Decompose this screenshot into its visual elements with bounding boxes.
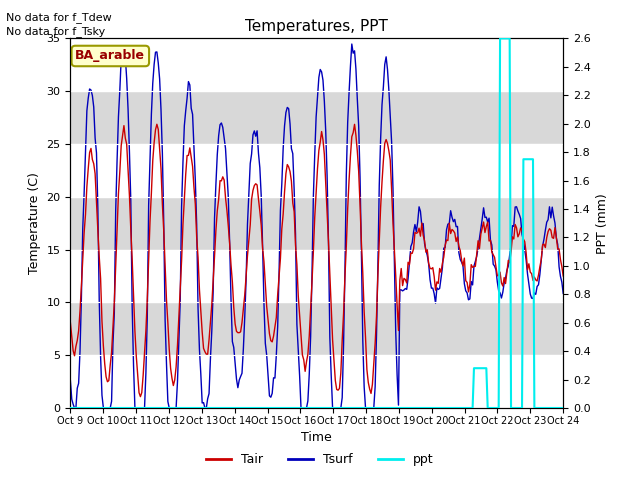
ppt — [559, 405, 567, 411]
Tsurf — [67, 378, 74, 384]
Tair — [153, 121, 161, 127]
Tair — [241, 292, 248, 298]
Tsurf — [348, 41, 356, 47]
Tsurf — [534, 282, 542, 288]
Tsurf — [231, 360, 239, 366]
Tsurf — [239, 346, 247, 352]
ppt — [230, 405, 237, 411]
Tair — [534, 272, 542, 278]
Tsurf — [129, 304, 136, 310]
Tair — [216, 178, 224, 183]
Line: Tair: Tair — [70, 124, 563, 396]
Tsurf — [70, 405, 78, 411]
ppt — [282, 405, 290, 411]
X-axis label: Time: Time — [301, 431, 332, 444]
Tair — [559, 273, 567, 279]
Title: Temperatures, PPT: Temperatures, PPT — [245, 20, 388, 35]
ppt — [213, 405, 221, 411]
Text: No data for f_Tsky: No data for f_Tsky — [6, 26, 106, 37]
Tair — [136, 394, 144, 399]
Legend: Tair, Tsurf, ppt: Tair, Tsurf, ppt — [202, 448, 438, 471]
ppt — [238, 405, 246, 411]
Y-axis label: Temperature (C): Temperature (C) — [28, 172, 41, 274]
Line: Tsurf: Tsurf — [70, 44, 563, 408]
Y-axis label: PPT (mm): PPT (mm) — [596, 193, 609, 253]
Tsurf — [215, 133, 223, 139]
Bar — [70, 38, 563, 91]
Bar — [70, 250, 563, 302]
Bar — [70, 144, 563, 197]
ppt — [533, 405, 541, 411]
Tair — [127, 227, 134, 232]
Tsurf — [284, 105, 291, 110]
Line: ppt: ppt — [70, 38, 563, 408]
ppt — [67, 405, 74, 411]
Text: No data for f_Tdew: No data for f_Tdew — [6, 12, 112, 23]
Tsurf — [559, 290, 567, 296]
Text: BA_arable: BA_arable — [76, 49, 145, 62]
ppt — [496, 36, 504, 41]
ppt — [127, 405, 134, 411]
Tair — [285, 164, 292, 170]
Tair — [67, 320, 74, 325]
Tair — [233, 328, 241, 334]
Bar — [70, 355, 563, 408]
